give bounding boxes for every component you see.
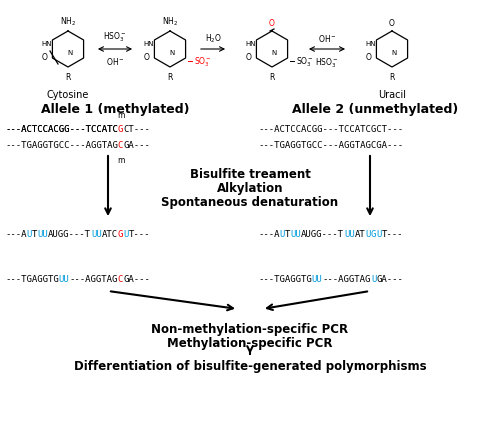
Text: AUGG---T: AUGG---T (48, 230, 91, 239)
Text: ---ACTCCACGG---TCCATC: ---ACTCCACGG---TCCATC (5, 125, 118, 134)
Text: UU: UU (37, 230, 48, 239)
Text: N: N (68, 50, 72, 56)
Text: U: U (123, 230, 128, 239)
Text: O: O (366, 53, 372, 62)
Text: O: O (42, 53, 48, 62)
Text: R: R (270, 73, 274, 82)
Text: ---A: ---A (258, 230, 280, 239)
Text: O: O (269, 19, 275, 28)
Text: R: R (390, 73, 394, 82)
Text: ---TGAGGTGCC---AGGTAG: ---TGAGGTGCC---AGGTAG (5, 141, 118, 150)
Text: R: R (168, 73, 172, 82)
Text: T: T (285, 230, 290, 239)
Text: m: m (117, 156, 124, 164)
Text: SO$_3^-$: SO$_3^-$ (296, 55, 314, 69)
Text: ---A: ---A (5, 230, 26, 239)
Text: GA---: GA--- (123, 141, 150, 150)
Text: Spontaneous denaturation: Spontaneous denaturation (162, 196, 338, 209)
Text: U: U (371, 275, 376, 284)
Text: ---ACTCCACGG---TCCATC: ---ACTCCACGG---TCCATC (5, 125, 118, 134)
Text: ATC: ATC (102, 230, 118, 239)
Text: O: O (144, 53, 150, 62)
Text: ---ACTCCACGG---TCCATCGCT---: ---ACTCCACGG---TCCATCGCT--- (258, 125, 403, 134)
Text: m: m (117, 111, 124, 120)
Text: Non-methylation-specific PCR: Non-methylation-specific PCR (152, 323, 348, 336)
Text: UU: UU (59, 275, 70, 284)
Text: R: R (66, 73, 70, 82)
Text: SO$_3^-$: SO$_3^-$ (194, 55, 212, 69)
Text: HN: HN (42, 41, 52, 47)
Text: G: G (118, 125, 123, 134)
Text: UU: UU (290, 230, 301, 239)
Text: Uracil: Uracil (378, 90, 406, 100)
Text: N: N (170, 50, 174, 56)
Text: HN: HN (144, 41, 154, 47)
Text: Cytosine: Cytosine (47, 90, 89, 100)
Text: Bisulfite treament: Bisulfite treament (190, 168, 310, 181)
Text: ---AGGTAG: ---AGGTAG (322, 275, 371, 284)
Text: ---TGAGGTG: ---TGAGGTG (258, 275, 312, 284)
Text: GA---: GA--- (376, 275, 403, 284)
Text: NH$_2$: NH$_2$ (60, 16, 76, 28)
Text: O: O (246, 53, 252, 62)
Text: Methylation-specific PCR: Methylation-specific PCR (167, 337, 333, 350)
Text: HSO$_3^-$: HSO$_3^-$ (315, 56, 339, 69)
Text: Allele 1 (methylated): Allele 1 (methylated) (41, 103, 189, 116)
Text: HN: HN (366, 41, 376, 47)
Text: T---: T--- (128, 230, 150, 239)
Text: UU: UU (312, 275, 322, 284)
Text: HSO$_3^-$: HSO$_3^-$ (103, 30, 127, 44)
Text: Alkylation: Alkylation (217, 182, 283, 195)
Text: ---AGGTAG: ---AGGTAG (70, 275, 118, 284)
Text: ---TGAGGTGCC---AGGTAGCGA---: ---TGAGGTGCC---AGGTAGCGA--- (258, 141, 403, 150)
Text: N: N (392, 50, 396, 56)
Text: Differentiation of bisulfite-generated polymorphisms: Differentiation of bisulfite-generated p… (74, 360, 426, 373)
Text: Allele 2 (unmethylated): Allele 2 (unmethylated) (292, 103, 458, 116)
Text: UU: UU (344, 230, 355, 239)
Text: U: U (376, 230, 382, 239)
Text: T: T (32, 230, 37, 239)
Text: U: U (366, 230, 371, 239)
Text: G: G (118, 230, 123, 239)
Text: O: O (389, 19, 395, 28)
Text: HN: HN (246, 41, 256, 47)
Text: AT: AT (355, 230, 366, 239)
Text: H$_2$O: H$_2$O (204, 33, 222, 45)
Text: ---TGAGGTG: ---TGAGGTG (5, 275, 59, 284)
Text: C: C (118, 275, 123, 284)
Text: NH$_2$: NH$_2$ (162, 16, 178, 28)
Text: OH$^-$: OH$^-$ (106, 56, 124, 67)
Text: OH$^-$: OH$^-$ (318, 33, 336, 44)
Text: C: C (118, 141, 123, 150)
Text: G: G (371, 230, 376, 239)
Text: T---: T--- (382, 230, 403, 239)
Text: GA---: GA--- (123, 275, 150, 284)
Text: N: N (272, 50, 276, 56)
Text: UU: UU (91, 230, 102, 239)
Text: CT---: CT--- (123, 125, 150, 134)
Text: U: U (26, 230, 32, 239)
Text: AUGG---T: AUGG---T (301, 230, 344, 239)
Text: U: U (280, 230, 285, 239)
